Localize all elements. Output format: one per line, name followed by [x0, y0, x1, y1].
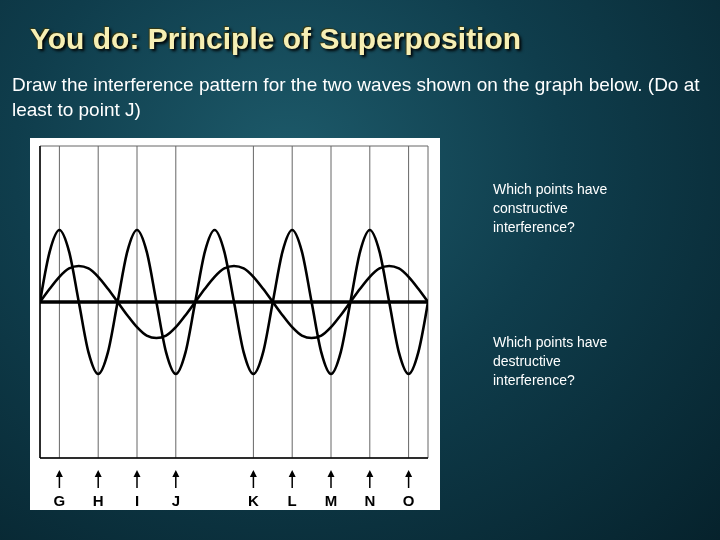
html-text:Which points have destructive: Which points have destructive interferen… [493, 334, 608, 388]
svg-text:M: M [325, 492, 338, 509]
html-text:You do: Principle of Superposi: You do: Principle of Superposition [30, 22, 522, 55]
html-text:Which points have constructive: Which points have constructive interfere… [493, 181, 608, 235]
svg-text:N: N [364, 492, 375, 509]
svg-text:H: H [93, 492, 104, 509]
svg-text:O: O [403, 492, 415, 509]
svg-text:G: G [54, 492, 66, 509]
svg-text:L: L [288, 492, 297, 509]
html-text:Draw the interference pattern: Draw the interference pattern for the tw… [12, 74, 700, 120]
svg-text:K: K [248, 492, 259, 509]
svg-text:I: I [135, 492, 139, 509]
svg-text:J: J [172, 492, 180, 509]
